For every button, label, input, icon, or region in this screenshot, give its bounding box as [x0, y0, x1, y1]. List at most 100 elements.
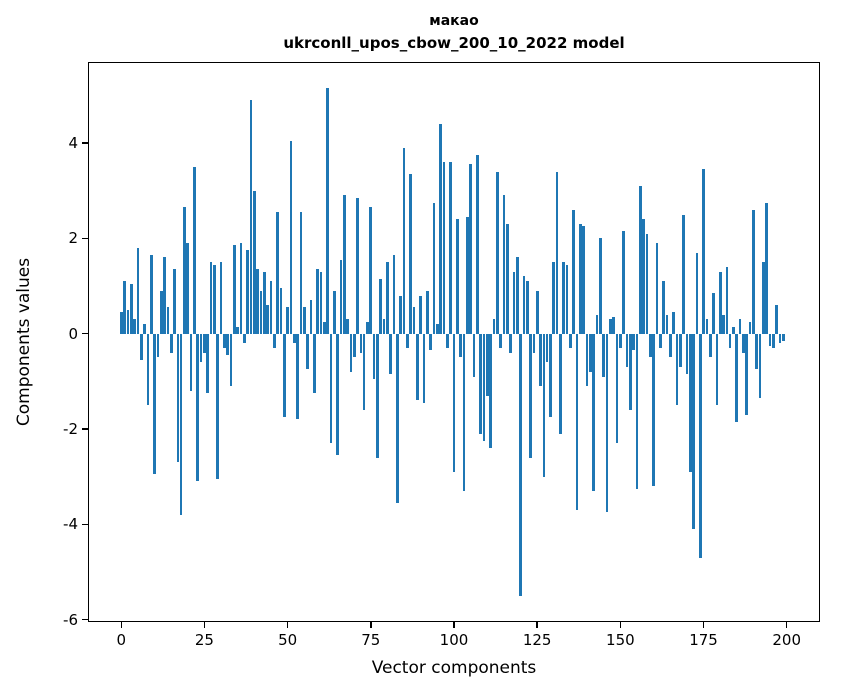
bar	[728, 333, 732, 348]
bar	[732, 326, 735, 334]
bar	[708, 333, 712, 358]
bar	[479, 333, 482, 434]
bar	[512, 271, 516, 334]
bar	[446, 333, 449, 348]
bar	[539, 333, 542, 387]
bar	[449, 162, 452, 334]
bar	[136, 247, 140, 334]
bar	[412, 307, 416, 334]
bar	[485, 333, 489, 396]
bar	[555, 171, 559, 334]
bar	[352, 333, 356, 358]
bar	[582, 226, 586, 334]
bar	[282, 333, 286, 418]
chart-title-line2: ukrconll_upos_cbow_200_10_2022 model	[283, 34, 625, 52]
bar	[126, 309, 130, 334]
bar	[243, 333, 246, 344]
bar	[705, 319, 709, 334]
bar	[209, 262, 213, 334]
bar	[386, 262, 389, 334]
bar	[442, 162, 446, 334]
bar	[599, 238, 602, 334]
bar	[153, 333, 156, 475]
bar	[223, 333, 226, 348]
bar	[685, 333, 689, 375]
bar	[585, 333, 589, 387]
bar	[682, 214, 685, 334]
bar	[382, 319, 386, 334]
bar	[253, 190, 256, 334]
bar	[426, 290, 429, 334]
bar	[392, 255, 396, 334]
y-tick-label: 0	[68, 324, 78, 343]
bar	[658, 333, 662, 348]
bar	[246, 250, 250, 334]
bar	[299, 212, 303, 334]
bar	[429, 333, 433, 351]
bar	[609, 319, 612, 334]
bar	[725, 266, 729, 334]
bar	[748, 321, 752, 334]
bar	[306, 333, 309, 370]
bar	[519, 333, 522, 596]
x-tick-label: 75	[361, 631, 381, 649]
bar	[612, 316, 616, 334]
bar	[475, 154, 479, 334]
x-tick-label: 200	[772, 631, 802, 649]
bar	[143, 324, 146, 334]
bar	[502, 195, 506, 334]
bar	[332, 290, 336, 334]
bar	[166, 307, 170, 334]
bar	[522, 276, 526, 334]
x-tick-mark	[536, 622, 538, 628]
y-tick-mark	[82, 142, 88, 144]
bar	[229, 333, 233, 387]
bar	[639, 185, 642, 334]
bar	[452, 333, 456, 472]
bar	[665, 314, 669, 334]
y-tick-label: 2	[68, 229, 78, 248]
bar	[595, 314, 599, 334]
bar	[179, 333, 183, 515]
x-tick-mark	[370, 622, 372, 628]
y-tick-label: -6	[63, 610, 78, 629]
bar	[529, 333, 532, 458]
bar	[648, 333, 652, 358]
bar	[652, 333, 655, 487]
bar	[289, 140, 293, 334]
bar	[545, 333, 549, 363]
bar	[678, 333, 682, 368]
bar	[489, 333, 492, 449]
bar	[292, 333, 296, 344]
bar	[439, 123, 443, 334]
bar	[376, 333, 379, 458]
bar	[193, 166, 196, 334]
bar	[216, 333, 220, 480]
bar	[688, 333, 692, 472]
bar	[359, 333, 363, 353]
bar	[469, 164, 472, 334]
bar	[312, 333, 316, 394]
bar	[402, 147, 406, 334]
bar	[752, 209, 755, 334]
bar	[602, 333, 606, 377]
bar	[326, 88, 329, 334]
bar	[366, 321, 369, 334]
bar	[625, 333, 629, 368]
bar	[549, 333, 552, 418]
bar	[316, 269, 319, 334]
bar	[465, 216, 469, 334]
bar	[189, 333, 193, 391]
bar	[775, 305, 779, 334]
bar	[629, 333, 632, 410]
bar	[575, 333, 579, 510]
x-tick-label: 175	[689, 631, 718, 649]
bar	[579, 224, 582, 334]
bar	[129, 283, 133, 334]
bar	[286, 307, 289, 334]
bar	[302, 307, 306, 334]
bar	[196, 333, 200, 482]
x-tick-mark	[702, 622, 705, 628]
bar	[758, 333, 762, 398]
